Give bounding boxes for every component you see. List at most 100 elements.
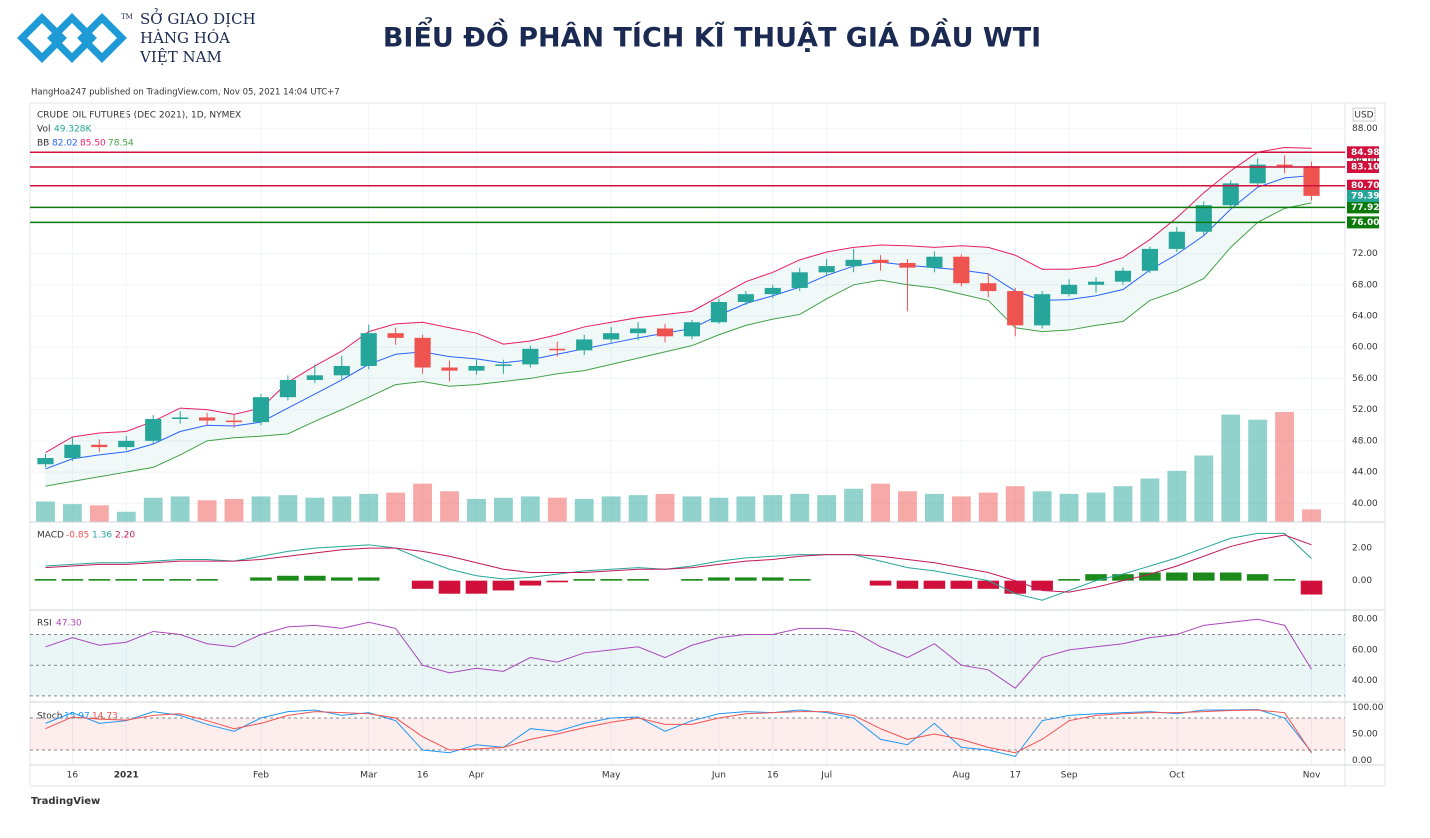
level-tag — [1347, 179, 1379, 192]
bb-legend: 78.54 — [108, 139, 134, 149]
y-tick-label: 40.00 — [1352, 499, 1378, 509]
macd-histogram — [950, 580, 973, 589]
volume-bar — [1140, 478, 1160, 522]
macd-legend: 2.20 — [115, 531, 135, 541]
candle-body — [495, 364, 512, 366]
macd-histogram — [88, 579, 111, 581]
volume-bar — [143, 497, 163, 522]
macd-histogram — [411, 580, 434, 589]
candle-body — [899, 262, 916, 268]
rsi-name: RSI — [37, 619, 52, 629]
candle-body — [441, 367, 458, 371]
x-tick-label: 16 — [417, 771, 429, 781]
macd-histogram — [869, 580, 892, 586]
candle-body — [576, 339, 593, 351]
volume-bar — [547, 497, 567, 522]
macd-histogram — [519, 580, 542, 586]
macd-line — [45, 532, 1312, 601]
volume-bar — [924, 493, 944, 522]
candle-body — [37, 458, 54, 465]
macd-legend: 1.36 — [92, 531, 112, 541]
logo-mark: TM — [121, 13, 133, 21]
candle-body — [1195, 205, 1212, 232]
x-tick-label: 16 — [67, 771, 79, 781]
macd-histogram — [492, 580, 515, 591]
candle-body — [225, 420, 243, 423]
volume-bar — [359, 493, 379, 522]
x-tick-label: Jun — [711, 771, 726, 781]
logo-line: SỞ GIAO DỊCH — [140, 8, 256, 28]
candle-body — [252, 397, 270, 423]
candle-body — [333, 365, 350, 376]
volume-bar — [1221, 414, 1241, 522]
x-tick-label: Aug — [953, 771, 971, 781]
y-tick-label: 60.00 — [1352, 645, 1378, 655]
macd-histogram — [1031, 580, 1053, 591]
level-label: 83.10 — [1351, 162, 1379, 172]
macd-histogram — [304, 575, 326, 581]
candle-body — [926, 256, 943, 268]
y-tick-label: 64.00 — [1352, 312, 1378, 322]
volume-bar — [467, 498, 486, 522]
volume-bar — [197, 500, 217, 522]
volume-bar — [844, 488, 864, 522]
candle-body — [630, 328, 647, 334]
macd-histogram — [331, 577, 353, 581]
macd-histogram — [1193, 572, 1215, 581]
title: BIỂU ĐỒ PHÂN TÍCH KĨ THUẬT GIÁ DẦU WTI — [383, 17, 1041, 54]
bb-name: BB — [37, 139, 49, 149]
x-tick-label: 2021 — [114, 771, 139, 781]
volume-bar — [170, 496, 190, 522]
y-tick-label: 68.00 — [1352, 280, 1378, 290]
volume-bar — [655, 493, 675, 522]
candle-body — [1222, 183, 1239, 206]
attribution: HangHoa247 published on TradingView.com,… — [31, 88, 340, 98]
volume-bar — [224, 498, 244, 522]
x-tick-label: 17 — [1009, 771, 1020, 781]
y-tick-label: 88.00 — [1352, 124, 1378, 134]
rsi-line — [45, 618, 1312, 689]
macd-histogram — [923, 580, 946, 589]
macd-histogram — [438, 580, 461, 594]
candle-body — [818, 266, 835, 273]
volume-bar — [89, 505, 109, 522]
macd-histogram — [169, 579, 191, 581]
level-tag — [1347, 160, 1379, 173]
volume-bar — [278, 495, 298, 522]
logo: TM SỞ GIAO DỊCH HÀNG HÓA VIỆT NAM — [17, 8, 256, 66]
volume-bar — [1275, 412, 1295, 522]
stoch-legend: 14.73 — [92, 712, 118, 722]
volume-bar — [951, 496, 971, 522]
candle-body — [791, 272, 808, 288]
volume-bar — [1302, 509, 1321, 522]
volume-bar — [332, 496, 352, 522]
candle-body — [306, 375, 323, 380]
volume-bar — [978, 492, 998, 522]
volume-bar — [1194, 455, 1214, 522]
volume-bar — [1005, 486, 1025, 522]
logo-line: HÀNG HÓA — [140, 29, 230, 47]
bb-lower — [45, 202, 1312, 487]
macd-histogram — [627, 579, 649, 581]
candle-body — [279, 379, 296, 398]
macd-histogram — [250, 577, 272, 581]
currency-box — [1352, 107, 1376, 122]
candle-body — [91, 444, 108, 448]
x-tick-label: Oct — [1169, 771, 1185, 781]
stoch-d — [45, 709, 1312, 754]
macd-histogram — [1166, 572, 1188, 581]
y-tick-label: 0.00 — [1352, 756, 1372, 766]
macd-histogram — [357, 577, 380, 581]
bb-fill — [45, 147, 1312, 487]
vol-name: Vol — [37, 125, 50, 135]
macd-histogram — [1112, 574, 1134, 581]
y-tick-label: 72.00 — [1352, 249, 1378, 259]
y-tick-label: 56.00 — [1352, 374, 1378, 384]
level-label: 80.70 — [1351, 181, 1379, 191]
macd-histogram — [977, 580, 1000, 589]
macd-histogram — [1219, 572, 1242, 581]
volume-bar — [1086, 492, 1106, 522]
candle-body — [145, 419, 162, 441]
